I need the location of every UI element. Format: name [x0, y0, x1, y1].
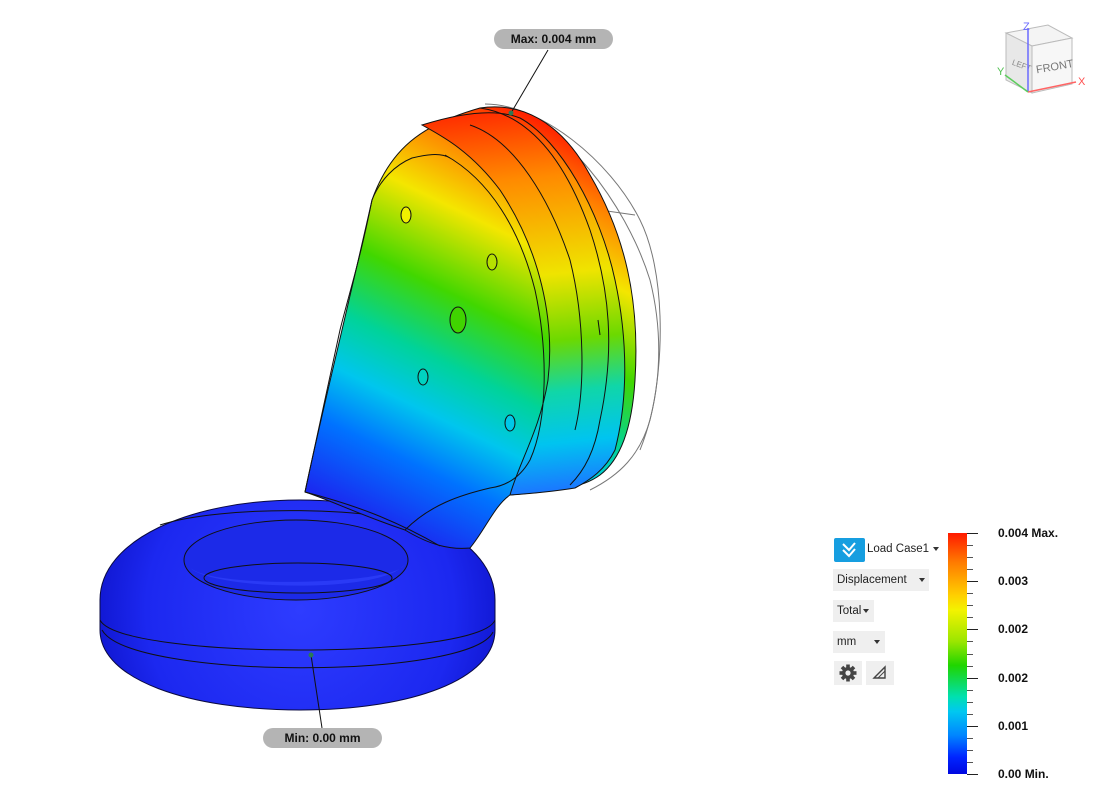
- scale-minor-tick: [967, 714, 973, 715]
- scale-minor-tick: [967, 617, 973, 618]
- load-case-value: Load Case1: [867, 543, 929, 555]
- result-type-dropdown[interactable]: Displacement: [833, 569, 929, 591]
- scale-label: 0.003: [998, 574, 1028, 588]
- chevron-down-icon: [863, 609, 869, 613]
- scale-major-tick: [967, 581, 978, 582]
- scale-major-tick: [967, 678, 978, 679]
- scale-minor-tick: [967, 702, 973, 703]
- min-probe-point: [309, 653, 314, 658]
- probe-button[interactable]: [866, 661, 894, 685]
- axis-x-label: X: [1078, 76, 1086, 88]
- checkmark-chevrons-icon: [834, 538, 865, 562]
- color-scale-bar: [948, 533, 967, 774]
- units-value: mm: [837, 636, 856, 648]
- load-case-dropdown[interactable]: Load Case1: [867, 538, 939, 560]
- scale-minor-tick: [967, 605, 973, 606]
- scale-minor-tick: [967, 557, 973, 558]
- scale-minor-tick: [967, 738, 973, 739]
- chevron-down-icon: [933, 547, 939, 551]
- scale-minor-tick: [967, 690, 973, 691]
- scale-minor-tick: [967, 641, 973, 642]
- scale-label: 0.002: [998, 622, 1028, 636]
- scale-minor-tick: [967, 750, 973, 751]
- scale-minor-tick: [967, 654, 973, 655]
- legend-settings-button[interactable]: [834, 661, 862, 685]
- axis-y-label: Y: [997, 66, 1005, 78]
- component-value: Total: [837, 605, 861, 617]
- scale-major-tick: [967, 629, 978, 630]
- gear-icon: [834, 661, 862, 685]
- triangle-probe-icon: [866, 661, 894, 685]
- scale-minor-tick: [967, 666, 973, 667]
- axis-z-label: Z: [1023, 21, 1030, 33]
- arm-body: [305, 107, 636, 549]
- chevron-down-icon: [874, 640, 880, 644]
- result-type-value: Displacement: [837, 574, 907, 586]
- units-dropdown[interactable]: mm: [833, 631, 885, 653]
- max-probe-point: [509, 111, 514, 116]
- min-probe-label[interactable]: Min: 0.00 mm: [263, 728, 382, 748]
- component-dropdown[interactable]: Total: [833, 600, 874, 622]
- view-cube[interactable]: LEFT FRONT Z X Y: [997, 21, 1086, 93]
- scale-major-tick: [967, 774, 978, 775]
- scale-label: 0.001: [998, 719, 1028, 733]
- max-probe-leader: [511, 50, 548, 113]
- load-case-toggle-button[interactable]: [834, 538, 865, 562]
- scale-minor-tick: [967, 593, 973, 594]
- scale-minor-tick: [967, 762, 973, 763]
- scale-label: 0.00 Min.: [998, 767, 1049, 781]
- chevron-down-icon: [919, 578, 925, 582]
- scale-major-tick: [967, 533, 978, 534]
- scale-major-tick: [967, 726, 978, 727]
- scale-label: 0.004 Max.: [998, 526, 1058, 540]
- scale-minor-tick: [967, 569, 973, 570]
- scale-minor-tick: [967, 545, 973, 546]
- scale-label: 0.002: [998, 671, 1028, 685]
- max-probe-label[interactable]: Max: 0.004 mm: [494, 29, 613, 49]
